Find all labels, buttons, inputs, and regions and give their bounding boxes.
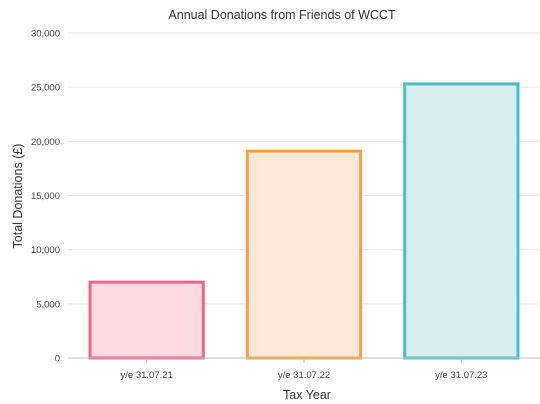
bar: [245, 149, 363, 360]
bars: [88, 82, 520, 360]
y-tick-label: 10,000: [31, 245, 60, 256]
y-tick-label: 0: [55, 354, 60, 365]
y-tick-label: 30,000: [31, 29, 60, 40]
y-axis-ticks: 0 5,000 10,000 15,000 20,000 25,000 30,000: [31, 29, 60, 365]
y-axis-title: Total Donations (£): [11, 144, 25, 249]
x-tick-label: y/e 31.07.22: [278, 370, 330, 381]
y-tick-label: 20,000: [31, 137, 60, 148]
y-tick-label: 15,000: [31, 191, 60, 202]
bar: [88, 280, 205, 360]
x-axis-title: Tax Year: [283, 388, 331, 402]
x-tick-label: y/e 31.07.23: [435, 370, 487, 381]
y-tick-label: 25,000: [31, 83, 60, 94]
x-tick-label: y/e 31.07.21: [121, 370, 173, 381]
chart-title: Annual Donations from Friends of WCCT: [168, 8, 396, 22]
bar: [403, 82, 520, 360]
x-axis-ticks: y/e 31.07.21 y/e 31.07.22 y/e 31.07.23: [121, 358, 487, 381]
y-tick-label: 5,000: [36, 299, 60, 310]
